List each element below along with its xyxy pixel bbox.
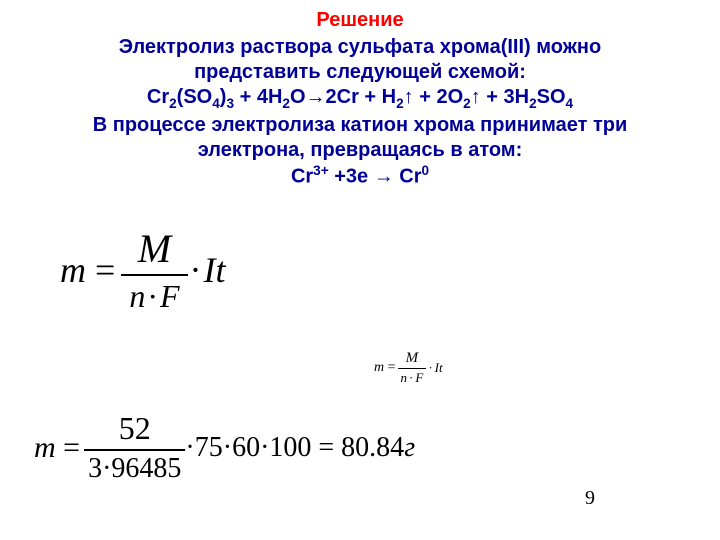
formula-numeric: m = 52 3·96485 ·75·60·100 = 80.84г: [34, 410, 415, 485]
formula-small-lhs: m =: [374, 360, 396, 376]
var-m: m: [60, 250, 86, 290]
numeric-den: 3·96485: [84, 449, 185, 485]
chem-sub: 2: [529, 96, 537, 111]
numeric-rhs: ·75·60·100 = 80.84г: [185, 432, 415, 464]
formula-small-frac: M n·F: [398, 350, 427, 386]
equals: =: [86, 250, 115, 290]
formula-lhs: m =: [60, 249, 115, 291]
ion-equation: Cr3+ +3e → Cr0: [0, 163, 720, 190]
chem-part: SO: [537, 86, 566, 108]
numeric-num: 52: [84, 410, 185, 449]
formula-main: m = M n·F ·It: [60, 225, 226, 315]
chem-sub: 4: [566, 96, 574, 111]
ion-part: Cr: [291, 166, 313, 188]
formula-small: m = M n·F ·It: [374, 350, 443, 386]
chem-sub: 2: [463, 96, 471, 111]
dot: ·: [145, 278, 160, 314]
chem-part: + 4H: [234, 86, 282, 108]
chem-equation: Cr2(SO4)3 + 4H2O→2Cr + H2↑ + 2O2↑ + 3H2S…: [0, 85, 720, 113]
chem-sub: 2: [396, 96, 404, 111]
chem-part: Cr: [147, 86, 169, 108]
frac-num: M: [398, 350, 427, 368]
frac-den: n·F: [398, 368, 427, 386]
formula-small-rhs: ·It: [426, 360, 442, 376]
var-F: F: [160, 278, 180, 314]
chem-sub: 4: [212, 96, 220, 111]
var-F: F: [415, 370, 423, 385]
chem-part: ↑ + 3H: [471, 86, 529, 108]
chem-sub: 2: [282, 96, 290, 111]
var-m: m: [374, 360, 384, 375]
text-line-2: представить следующей схемой:: [0, 60, 720, 85]
numeric-frac: 52 3·96485: [84, 410, 185, 485]
formula-fraction: M n·F: [121, 225, 187, 315]
chem-part: (SO: [177, 86, 213, 108]
var-t: t: [216, 250, 226, 290]
chem-part: ↑ + 2O: [404, 86, 463, 108]
solution-text-block: Решение Электролиз раствора сульфата хро…: [0, 0, 720, 190]
var-t: t: [439, 360, 443, 375]
ion-sup: 0: [422, 163, 430, 178]
var-I: I: [204, 250, 216, 290]
formula-rhs: ·It: [188, 249, 226, 291]
text-line-4: электрона, превращаясь в атом:: [0, 138, 720, 163]
dot: ·: [188, 250, 204, 290]
chem-part: O→2Cr + H: [290, 86, 396, 108]
ion-sup: 3+: [313, 163, 329, 178]
dot: ·: [426, 360, 434, 375]
text-line-3: В процессе электролиза катион хрома прин…: [0, 113, 720, 138]
text-line-1: Электролиз раствора сульфата хрома(III) …: [0, 35, 720, 60]
var-n: n: [129, 278, 145, 314]
equals: =: [384, 360, 395, 375]
unit-g: г: [404, 432, 415, 463]
slide: Решение Электролиз раствора сульфата хро…: [0, 0, 720, 540]
frac-den: n·F: [121, 274, 187, 315]
equals: =: [56, 431, 80, 464]
numeric-lhs: m =: [34, 431, 80, 465]
chem-sub: 3: [226, 96, 234, 111]
title: Решение: [0, 8, 720, 33]
frac-num: M: [121, 225, 187, 274]
page-number: 9: [585, 487, 595, 510]
var-m: m: [34, 431, 56, 464]
ion-part: +3e → Cr: [329, 166, 422, 188]
chem-sub: 2: [169, 96, 177, 111]
numeric-expr: ·75·60·100 = 80.84: [185, 432, 404, 463]
